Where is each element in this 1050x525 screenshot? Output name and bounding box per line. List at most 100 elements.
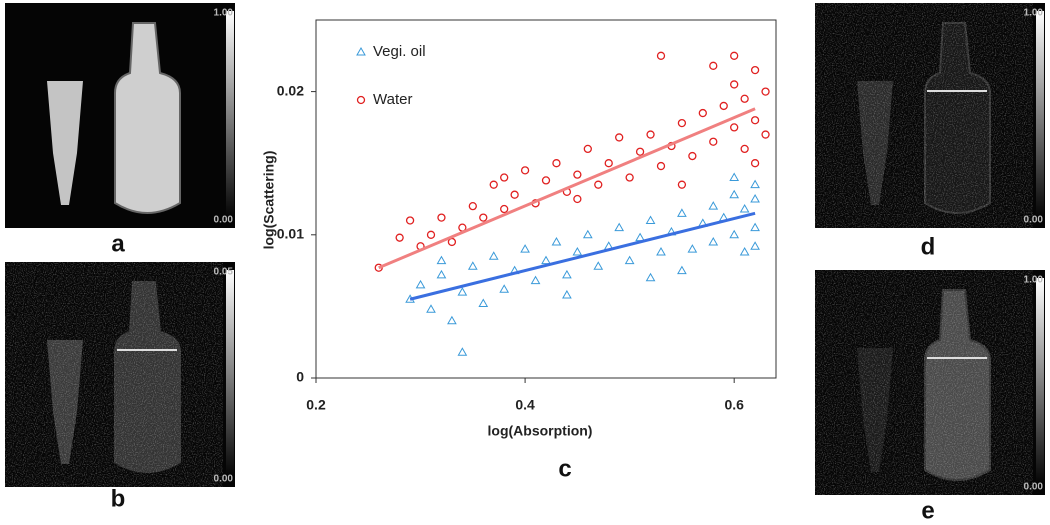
legend-label: Water — [373, 91, 412, 108]
point — [656, 246, 666, 256]
point — [562, 269, 572, 279]
point — [436, 269, 447, 279]
panel-label: b — [111, 485, 126, 512]
point — [593, 261, 604, 270]
point — [719, 101, 728, 111]
colorbar-min: 0.00 — [214, 474, 234, 485]
point — [750, 65, 760, 75]
point — [635, 147, 645, 156]
colorbar — [226, 11, 234, 220]
panel-label: a — [111, 230, 125, 257]
point — [457, 287, 468, 296]
x-axis-title: log(Absorption) — [488, 423, 593, 439]
colorbar-max: 1.00 — [214, 8, 234, 19]
point — [750, 179, 760, 189]
colorbar-max: 0.05 — [214, 267, 234, 278]
point — [405, 216, 415, 225]
point — [582, 229, 593, 239]
point — [729, 189, 740, 199]
point — [468, 202, 477, 211]
point — [635, 232, 645, 242]
large-tube — [114, 22, 181, 214]
point — [750, 241, 760, 250]
point — [467, 261, 478, 270]
point — [457, 347, 468, 356]
point — [447, 315, 457, 325]
point — [488, 251, 499, 260]
point — [552, 159, 561, 168]
plot-frame — [315, 19, 777, 379]
image-noise — [5, 262, 223, 487]
point — [489, 180, 498, 189]
y-tick-label: 0 — [296, 369, 304, 385]
point — [500, 204, 509, 214]
x-tick-label: 0.4 — [515, 397, 535, 413]
point — [739, 246, 750, 256]
point — [478, 298, 489, 308]
point — [709, 137, 718, 146]
point — [447, 237, 457, 247]
point — [750, 159, 760, 168]
point — [750, 193, 760, 203]
colorbar — [1036, 278, 1044, 487]
colorbar-max: 1.00 — [1024, 275, 1044, 286]
point — [499, 284, 510, 293]
point — [646, 130, 655, 139]
legend-label: Vegi. oil — [373, 43, 426, 60]
point — [656, 51, 666, 60]
trend-line — [378, 107, 756, 270]
point — [583, 144, 592, 154]
colorbar — [1036, 11, 1044, 220]
point — [541, 176, 551, 185]
point — [437, 213, 446, 222]
point — [730, 51, 739, 60]
point — [750, 116, 760, 125]
point — [730, 80, 739, 89]
point — [624, 255, 635, 265]
small-tube — [47, 81, 83, 205]
point — [677, 208, 687, 217]
point — [677, 118, 687, 128]
point — [688, 151, 697, 161]
point — [761, 87, 770, 96]
point — [677, 180, 687, 189]
image-noise — [815, 270, 1033, 495]
point — [656, 161, 666, 171]
point — [479, 213, 488, 222]
point — [729, 172, 740, 182]
point — [615, 133, 624, 142]
y-tick-label: 0.02 — [277, 82, 304, 98]
point — [708, 236, 719, 246]
point — [677, 265, 687, 275]
colorbar-min: 0.00 — [214, 215, 234, 226]
point — [436, 255, 447, 265]
colorbar-min: 0.00 — [1024, 215, 1044, 226]
point — [562, 289, 572, 299]
point — [573, 170, 582, 179]
point — [426, 230, 436, 239]
point — [687, 244, 698, 253]
point — [551, 236, 562, 246]
trend-line — [409, 211, 756, 301]
point — [520, 244, 530, 253]
panel-label: c — [558, 455, 571, 482]
point — [594, 180, 603, 189]
point — [645, 215, 656, 224]
point — [709, 61, 718, 70]
point — [395, 233, 404, 242]
point — [510, 190, 519, 199]
point — [730, 123, 739, 132]
y-axis-title: log(Scattering) — [261, 151, 277, 250]
point — [740, 144, 749, 154]
point — [572, 246, 583, 256]
point — [415, 279, 426, 289]
colorbar-max: 1.00 — [1024, 8, 1044, 19]
x-tick-label: 0.2 — [306, 397, 326, 413]
point — [500, 173, 509, 182]
point — [426, 304, 436, 313]
panel-label: d — [921, 233, 936, 260]
point — [520, 166, 530, 175]
point — [698, 108, 707, 118]
point — [614, 222, 625, 232]
